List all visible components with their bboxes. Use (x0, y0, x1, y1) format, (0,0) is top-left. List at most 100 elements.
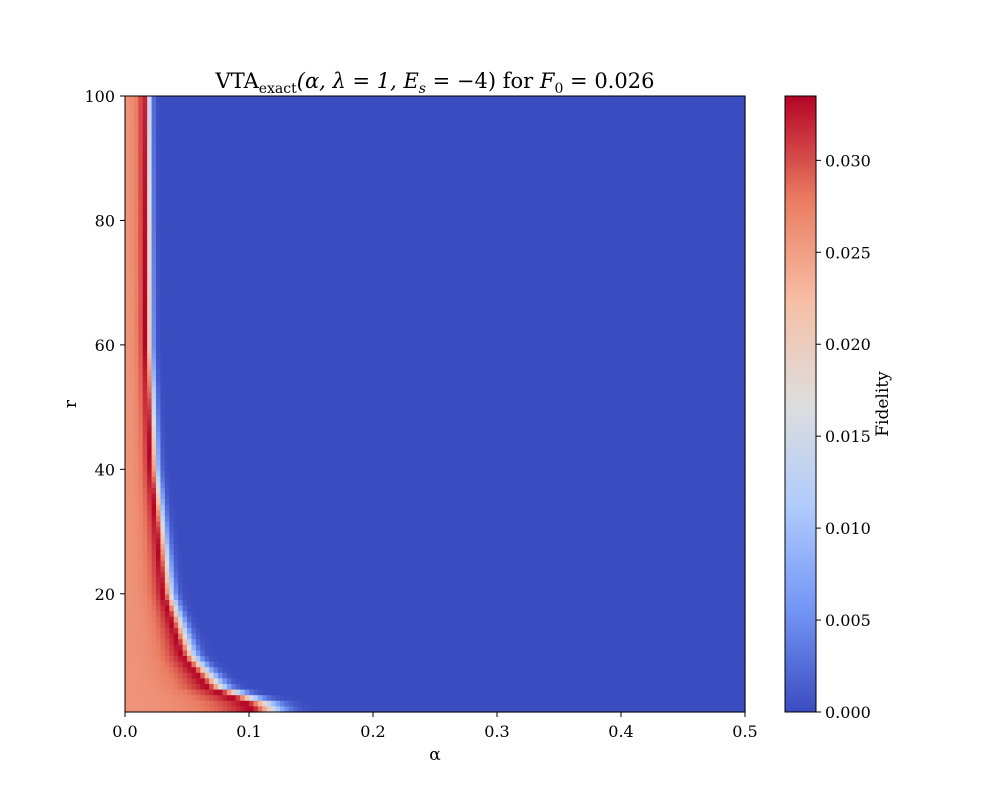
heatmap-cell (138, 297, 144, 304)
heatmap-cell (178, 633, 184, 640)
heatmap-cell (133, 219, 139, 226)
heatmap-cell (204, 628, 746, 635)
heatmap-cell (138, 163, 144, 170)
heatmap-cell (209, 667, 215, 674)
heatmap-cell (142, 331, 148, 338)
heatmap-cell (164, 588, 170, 595)
heatmap-cell (129, 532, 135, 539)
heatmap-cell (138, 460, 144, 467)
heatmap-cell (125, 516, 131, 523)
heatmap-cell (129, 129, 135, 136)
heatmap-cell (138, 622, 144, 629)
heatmap-cell (209, 672, 215, 679)
heatmap-cell (142, 325, 148, 332)
heatmap-cell (156, 611, 162, 618)
heatmap-cell (160, 230, 746, 237)
heatmap-cell (129, 331, 135, 338)
heatmap-cell (125, 219, 131, 226)
heatmap-cell (178, 678, 184, 685)
heatmap-cell (125, 538, 131, 545)
heatmap-cell (173, 516, 179, 523)
heatmap-cell (187, 695, 193, 702)
heatmap-cell (147, 504, 153, 511)
heatmap-cell (156, 325, 162, 332)
heatmap-cell (160, 129, 746, 136)
heatmap-cell (151, 605, 157, 612)
heatmap-cell (169, 527, 175, 534)
heatmap-cell (147, 230, 153, 237)
heatmap-cell (142, 516, 148, 523)
heatmap-cell (138, 644, 144, 651)
heatmap-cell (125, 180, 131, 187)
colorbar-tick-label: 0.025 (825, 243, 871, 262)
heatmap-cell (240, 684, 246, 691)
heatmap-cell (151, 644, 157, 651)
heatmap-cell (129, 107, 135, 114)
heatmap-cell (156, 331, 162, 338)
heatmap-cell (142, 476, 148, 483)
heatmap-cell (164, 521, 170, 528)
heatmap-cell (142, 320, 148, 327)
heatmap-cell (129, 549, 135, 556)
heatmap-cell (151, 454, 157, 461)
heatmap-cell (213, 700, 219, 707)
heatmap-cell (133, 297, 139, 304)
heatmap-cell (129, 460, 135, 467)
heatmap-cell (151, 370, 157, 377)
heatmap-cell (125, 644, 135, 651)
heatmap-cell (129, 101, 135, 108)
heatmap-cell (169, 471, 746, 478)
heatmap-cell (218, 678, 224, 685)
heatmap-cell (133, 460, 139, 467)
heatmap-cell (249, 695, 255, 702)
heatmap-cell (178, 700, 184, 707)
heatmap-cell (164, 555, 170, 562)
heatmap-cell (160, 303, 746, 310)
heatmap-cell (138, 112, 144, 119)
heatmap-cell (195, 639, 201, 646)
heatmap-cell (156, 454, 162, 461)
heatmap-cell (138, 146, 144, 153)
heatmap-cell (142, 504, 148, 511)
heatmap-cell (164, 633, 170, 640)
heatmap-cell (187, 633, 193, 640)
heatmap-cell (160, 409, 166, 416)
heatmap-cell (142, 224, 148, 231)
heatmap-cell (164, 639, 170, 646)
heatmap-cell (200, 650, 206, 657)
heatmap-cell (204, 644, 210, 651)
heatmap-cell (147, 672, 153, 679)
heatmap-cell (142, 308, 148, 315)
heatmap-cell (138, 152, 144, 159)
heatmap-cell (133, 320, 139, 327)
heatmap-cell (235, 684, 241, 691)
heatmap-cell (169, 622, 175, 629)
heatmap-cell (164, 443, 170, 450)
heatmap-cell (156, 163, 162, 170)
heatmap-cell (244, 700, 250, 707)
heatmap-cell (169, 672, 175, 679)
heatmap-cell (187, 628, 193, 635)
heatmap-cell (187, 572, 746, 579)
heatmap-cell (129, 437, 135, 444)
heatmap-cell (151, 465, 157, 472)
heatmap-cell (142, 672, 148, 679)
heatmap-cell (125, 605, 135, 612)
heatmap-cell (142, 196, 148, 203)
heatmap-cell (151, 252, 157, 259)
heatmap-cell (133, 157, 139, 164)
heatmap-cell (156, 404, 162, 411)
heatmap-cell (138, 96, 144, 103)
heatmap-cell (164, 544, 170, 551)
heatmap-cell (160, 493, 166, 500)
heatmap-cell (187, 667, 193, 674)
heatmap-cell (133, 180, 139, 187)
heatmap-cell (297, 706, 303, 713)
heatmap-cell (138, 303, 144, 310)
heatmap-cell (142, 208, 148, 215)
heatmap-cell (147, 191, 153, 198)
heatmap-cell (133, 639, 139, 646)
heatmap-cell (169, 516, 175, 523)
heatmap-cell (160, 219, 746, 226)
heatmap-cell (129, 555, 135, 562)
